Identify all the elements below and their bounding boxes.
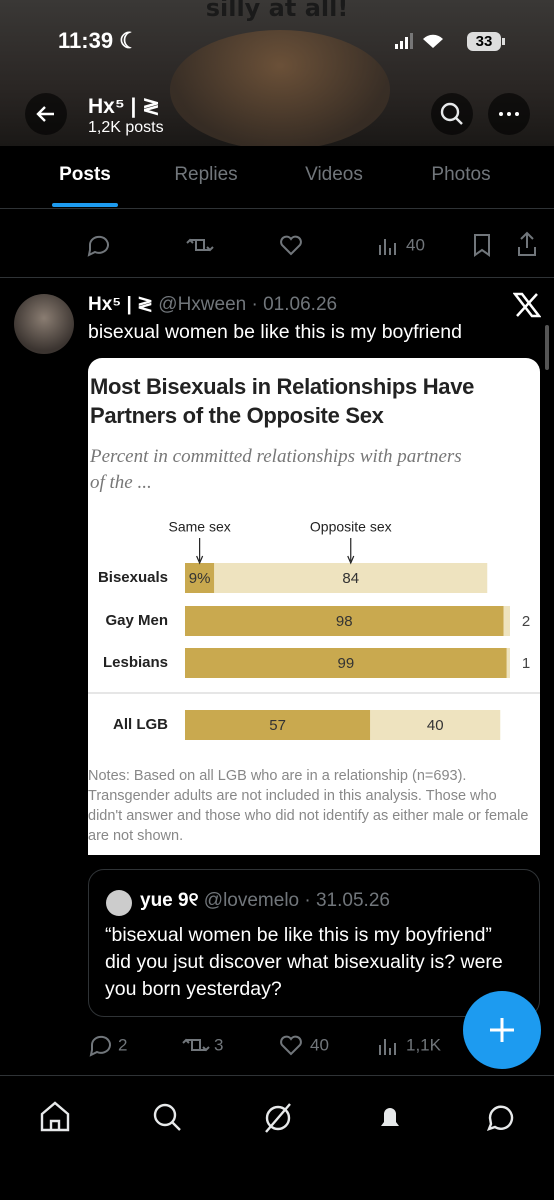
bar-segment (185, 606, 504, 636)
bar-segment (185, 710, 371, 740)
bar-segment (185, 648, 507, 678)
posts-count: 1,2K posts (88, 119, 164, 136)
value-label: 99 (338, 655, 355, 672)
search-icon[interactable] (153, 1103, 181, 1131)
banner-image (170, 30, 390, 150)
likes-count: 40 (310, 1035, 329, 1054)
chart-subtitle: Percent in committed relationships with … (90, 446, 462, 493)
messages-icon[interactable] (486, 1105, 514, 1131)
chart-notes: Notes: Based on all LGB who are in a rel… (88, 768, 529, 844)
tab[interactable]: Posts (59, 164, 111, 185)
banner-text: silly at all! (205, 0, 349, 22)
quote-avatar (106, 890, 132, 916)
tab[interactable]: Photos (431, 164, 491, 185)
replies-count: 2 (118, 1035, 127, 1054)
tab-bar: Posts Replies Videos Photos (0, 146, 554, 209)
category-label: Lesbians (103, 654, 168, 671)
quote-text: “bisexual women be like this is my boyfr… (105, 924, 503, 1000)
quote-header: yue 9୧ @lovemelo · 31.05.26 (140, 890, 390, 912)
time: 11:39 (58, 28, 114, 53)
handle-date: @Hxween · 01.06.26 (158, 294, 338, 315)
chart: Bisexuals 9% Same sex 84 Opposite sex Gay Men… (88, 519, 540, 740)
chart-title: Most Bisexuals in Relationships Have Par… (90, 374, 475, 428)
bar-segment (185, 563, 215, 593)
category-label: All LGB (113, 716, 168, 733)
compose-button[interactable] (462, 990, 542, 1070)
clock: 11:39 ☾ (58, 28, 139, 53)
banner: silly at all! (0, 0, 554, 150)
quote-post[interactable]: yue 9୧ @lovemelo · 31.05.26 “bisexual wo… (88, 869, 540, 1017)
bar-segment (506, 648, 510, 678)
series-arrowhead (196, 555, 204, 565)
scrollbar (545, 325, 549, 370)
views-count: 1,1K (406, 1035, 442, 1054)
grok-icon[interactable] (265, 1103, 291, 1133)
views-count: 40 (406, 235, 425, 254)
value-label: 98 (336, 613, 353, 630)
bottom-nav (0, 1075, 554, 1200)
tab[interactable]: Replies (174, 164, 238, 185)
reposts-count: 3 (214, 1035, 223, 1054)
bar-segment (214, 563, 488, 593)
home-icon[interactable] (40, 1101, 70, 1132)
post-header: Hx⁵ | ≷ @Hxween · 01.06.26 (88, 293, 337, 316)
status-icons: 33 (395, 32, 505, 51)
avatar[interactable] (14, 294, 74, 354)
battery: 33 (476, 33, 493, 50)
value-label: 84 (342, 570, 359, 587)
profile-name: Hx⁵ | ≷ (88, 95, 160, 118)
value-label: 57 (269, 717, 286, 734)
chart-image[interactable]: Most Bisexuals in Relationships Have Par… (88, 358, 540, 855)
tab[interactable]: Videos (305, 164, 363, 185)
value-label: 40 (427, 717, 444, 734)
series-arrowhead (347, 555, 355, 565)
previous-post-actions: 40 (87, 231, 536, 257)
series-label: Opposite sex (310, 519, 392, 535)
author[interactable]: Hx⁵ | ≷ (88, 294, 154, 315)
bar-segment (503, 606, 510, 636)
notifications-icon[interactable] (381, 1108, 399, 1129)
value-label: 1 (522, 655, 530, 672)
series-label: Same sex (169, 519, 231, 535)
back-button[interactable] (24, 92, 68, 136)
tab-indicator (52, 203, 118, 207)
divider (0, 277, 554, 278)
post-text: bisexual women be like this is my boyfri… (88, 321, 462, 343)
x-logo (513, 292, 541, 318)
search-button[interactable] (430, 92, 474, 136)
category-label: Gay Men (105, 612, 168, 629)
value-label: 2 (522, 613, 530, 630)
nav-icons (40, 1101, 514, 1133)
value-label: 9% (189, 570, 211, 587)
post-actions: 2 3 40 1,1K (89, 1035, 442, 1057)
more-button[interactable] (487, 92, 531, 136)
category-label: Bisexuals (98, 569, 168, 586)
quote-author: yue 9୧ (140, 890, 199, 911)
bar-segment (370, 710, 501, 740)
quote-handle-date: @lovemelo · 31.05.26 (203, 890, 390, 911)
